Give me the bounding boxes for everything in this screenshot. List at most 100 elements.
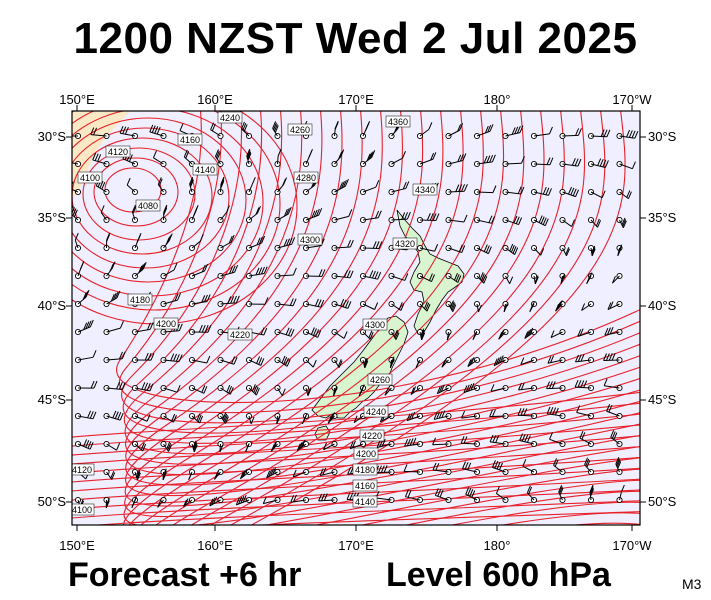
- wind-barb: [103, 381, 126, 392]
- wind-barb: [188, 263, 208, 280]
- wind-barb: [157, 177, 167, 196]
- contour-line: [72, 111, 281, 311]
- top-axis-label: 170°E: [338, 92, 374, 107]
- wind-barb: [489, 409, 509, 420]
- wind-barb: [526, 485, 538, 504]
- wind-barb: [327, 412, 338, 424]
- wind-barb: [188, 355, 211, 364]
- wind-barb: [388, 150, 406, 168]
- wind-barb: [210, 122, 224, 140]
- wind-barb: [433, 410, 452, 420]
- wind-barb: [559, 272, 566, 285]
- wind-barb: [245, 384, 260, 396]
- contour-label-text: 4080: [138, 201, 158, 211]
- wind-barb: [462, 461, 481, 476]
- wind-barb: [555, 300, 566, 312]
- contour-label: 4120: [105, 145, 131, 158]
- contour-label-text: 4340: [415, 185, 435, 195]
- wind-barb: [549, 432, 566, 448]
- contour-label: 4280: [293, 171, 319, 184]
- wind-barb: [502, 125, 524, 140]
- wind-barb: [74, 439, 94, 450]
- wind-barb: [188, 294, 211, 308]
- wind-barb: [302, 238, 325, 252]
- wind-barb: [445, 214, 468, 224]
- contour-label: 4240: [217, 111, 243, 124]
- wind-barb: [559, 128, 582, 140]
- wind-barb: [302, 269, 326, 280]
- wind-barb: [302, 207, 323, 224]
- wind-barb: [160, 384, 181, 393]
- wind-barb: [473, 215, 496, 224]
- contour-lines: [72, 111, 640, 525]
- wind-barb: [445, 328, 452, 341]
- wind-barb: [388, 300, 405, 311]
- wind-barb: [467, 356, 481, 367]
- wind-barb: [188, 412, 204, 424]
- contour-label-text: 4100: [80, 173, 100, 183]
- contour-line: [82, 147, 196, 241]
- wind-barb: [217, 356, 238, 365]
- wind-barb: [160, 468, 167, 481]
- wind-barb: [473, 154, 496, 168]
- wind-barb: [160, 204, 168, 224]
- wind-barb: [296, 439, 310, 452]
- wind-barb: [92, 152, 110, 168]
- wind-barb: [616, 216, 627, 228]
- wind-barb: [603, 353, 623, 364]
- wind-barb: [245, 206, 261, 224]
- wind-barb: [217, 176, 225, 196]
- wind-barb: [415, 356, 424, 368]
- wind-barb: [359, 328, 374, 340]
- wind-barb: [131, 468, 141, 481]
- wind-barb: [245, 412, 255, 425]
- wind-barb: [416, 272, 435, 283]
- wind-barb: [445, 244, 466, 253]
- wind-barb: [209, 496, 224, 507]
- wind-barb: [245, 176, 256, 196]
- contour-line: [72, 117, 247, 283]
- wind-barb: [587, 484, 595, 504]
- wind-barb: [493, 355, 509, 367]
- wind-barb: [610, 430, 623, 448]
- wind-barb: [404, 489, 424, 504]
- wind-barb: [359, 270, 382, 280]
- wind-barb: [217, 234, 235, 252]
- top-axis-label: 170°W: [612, 92, 652, 107]
- wind-barb: [152, 150, 167, 168]
- wind-barb: [131, 440, 147, 452]
- wind-barb: [160, 440, 173, 452]
- wind-barb: [74, 232, 82, 252]
- wind-barb: [131, 204, 139, 224]
- wind-barb: [359, 300, 379, 310]
- wind-barb: [103, 468, 116, 480]
- wind-barb: [331, 149, 345, 168]
- wind-barb: [131, 382, 154, 392]
- wind-barb: [103, 410, 124, 421]
- wind-barb: [319, 467, 338, 477]
- wind-barb: [546, 381, 566, 392]
- wind-barb: [461, 410, 481, 420]
- contour-label: 4080: [135, 199, 161, 212]
- wind-barb: [217, 412, 229, 424]
- top-axis-label: 160°E: [197, 92, 233, 107]
- wind-barb: [331, 239, 354, 252]
- wind-barb: [245, 235, 266, 252]
- wind-barb: [375, 490, 395, 504]
- wind-barb: [416, 152, 437, 168]
- right-axis-label: 35°S: [648, 210, 677, 225]
- wind-barb: [547, 355, 566, 364]
- wind-barb: [95, 178, 110, 196]
- wind-barb: [157, 496, 167, 508]
- contour-label: 4140: [192, 163, 218, 176]
- wind-barb: [217, 440, 224, 453]
- wind-barb: [388, 328, 400, 340]
- right-axis-label: 45°S: [648, 392, 677, 407]
- bottom-axis-label: 150°E: [59, 538, 95, 553]
- wind-barb: [445, 272, 462, 283]
- wind-barb: [445, 153, 467, 168]
- contour-label: 4180: [127, 293, 153, 306]
- wind-barb: [491, 460, 509, 476]
- wind-barb: [359, 180, 380, 196]
- right-axis-label: 30°S: [648, 129, 677, 144]
